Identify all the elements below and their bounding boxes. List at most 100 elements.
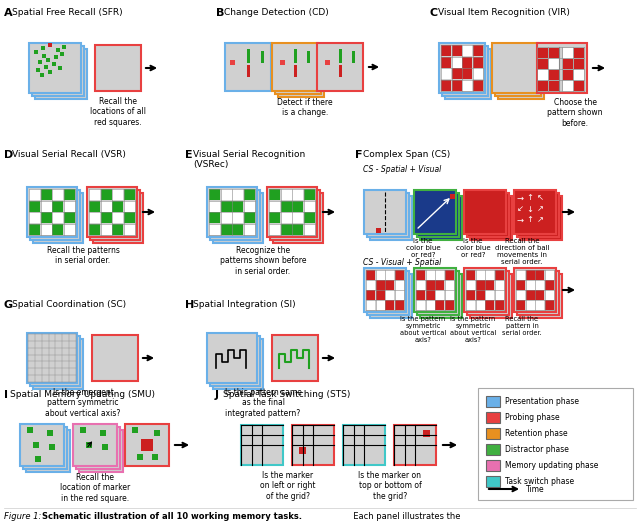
Bar: [426, 280, 435, 290]
Bar: [27, 187, 77, 237]
Bar: [395, 270, 404, 280]
Bar: [281, 224, 292, 235]
Bar: [485, 290, 494, 300]
Bar: [30, 336, 80, 386]
Bar: [124, 190, 134, 200]
Bar: [112, 190, 123, 200]
Bar: [535, 300, 544, 310]
Text: Time: Time: [526, 485, 545, 494]
Bar: [244, 201, 255, 212]
Bar: [210, 336, 260, 386]
Text: ↗: ↗: [536, 215, 543, 224]
Text: Is this pattern same
as the final
integrated pattern?: Is this pattern same as the final integr…: [225, 388, 301, 418]
Bar: [537, 43, 587, 93]
Bar: [526, 270, 534, 280]
Bar: [269, 201, 280, 212]
Text: Choose the
pattern shown
before.: Choose the pattern shown before.: [547, 98, 603, 128]
Bar: [467, 193, 509, 237]
Bar: [64, 212, 75, 223]
Bar: [209, 224, 220, 235]
Bar: [294, 65, 297, 77]
Bar: [56, 48, 60, 52]
Text: H: H: [185, 300, 195, 310]
Bar: [292, 425, 334, 465]
Text: →: →: [516, 193, 524, 203]
Bar: [304, 190, 315, 200]
Bar: [280, 60, 285, 64]
Bar: [232, 201, 243, 212]
Bar: [535, 270, 544, 280]
Bar: [435, 270, 444, 280]
Bar: [462, 80, 472, 91]
Text: Recall the
location of marker
in the red square.: Recall the location of marker in the red…: [60, 473, 130, 503]
Bar: [124, 212, 134, 223]
Bar: [462, 45, 472, 56]
Bar: [304, 201, 315, 212]
Bar: [209, 190, 220, 200]
Bar: [38, 60, 42, 64]
Text: Spatial Memory Updating (SMU): Spatial Memory Updating (SMU): [10, 390, 155, 399]
Bar: [476, 290, 484, 300]
Bar: [101, 212, 112, 223]
Bar: [364, 190, 406, 234]
Text: F: F: [355, 150, 362, 160]
Bar: [232, 224, 243, 235]
Bar: [46, 58, 50, 62]
Bar: [426, 300, 435, 310]
Bar: [124, 224, 134, 235]
Text: Recall the
pattern in
serial order.: Recall the pattern in serial order.: [502, 316, 542, 336]
Bar: [573, 48, 584, 58]
Bar: [247, 51, 250, 63]
Bar: [225, 43, 271, 91]
Bar: [366, 300, 375, 310]
Bar: [58, 66, 62, 70]
Bar: [298, 447, 305, 454]
Bar: [442, 45, 451, 56]
Bar: [101, 190, 112, 200]
Bar: [548, 48, 559, 58]
Bar: [467, 270, 475, 280]
Bar: [260, 55, 264, 59]
Bar: [462, 68, 472, 79]
Bar: [545, 300, 554, 310]
Bar: [221, 190, 232, 200]
Bar: [27, 333, 77, 383]
Bar: [492, 43, 538, 93]
Bar: [486, 476, 500, 487]
Bar: [64, 190, 75, 200]
Bar: [385, 290, 394, 300]
Bar: [485, 300, 494, 310]
Bar: [548, 59, 559, 69]
Bar: [52, 201, 63, 212]
Bar: [462, 57, 472, 68]
Bar: [33, 193, 83, 243]
Bar: [90, 201, 100, 212]
Bar: [417, 271, 459, 315]
Bar: [207, 187, 257, 237]
Bar: [32, 46, 84, 96]
Text: C: C: [430, 8, 438, 18]
Bar: [137, 454, 143, 460]
Bar: [29, 224, 40, 235]
Bar: [343, 425, 385, 465]
Bar: [563, 80, 573, 90]
Text: Visual Serial Recall (VSR): Visual Serial Recall (VSR): [12, 150, 126, 159]
Bar: [452, 80, 461, 91]
Bar: [230, 60, 234, 64]
Bar: [294, 73, 296, 77]
Bar: [41, 46, 45, 50]
Text: Each panel illustrates the: Each panel illustrates the: [348, 512, 461, 521]
Bar: [486, 412, 500, 423]
Bar: [464, 268, 506, 312]
Text: Is the pattern
symmetric
about vertical
axis?: Is the pattern symmetric about vertical …: [450, 316, 496, 343]
Bar: [304, 212, 315, 223]
Bar: [33, 339, 83, 389]
Bar: [416, 300, 425, 310]
Bar: [292, 201, 303, 212]
Text: A: A: [4, 8, 13, 18]
Text: Figure 1:: Figure 1:: [4, 512, 44, 521]
Bar: [538, 48, 547, 58]
Text: Distractor phase: Distractor phase: [505, 445, 569, 454]
Bar: [548, 80, 559, 90]
Bar: [563, 48, 573, 58]
